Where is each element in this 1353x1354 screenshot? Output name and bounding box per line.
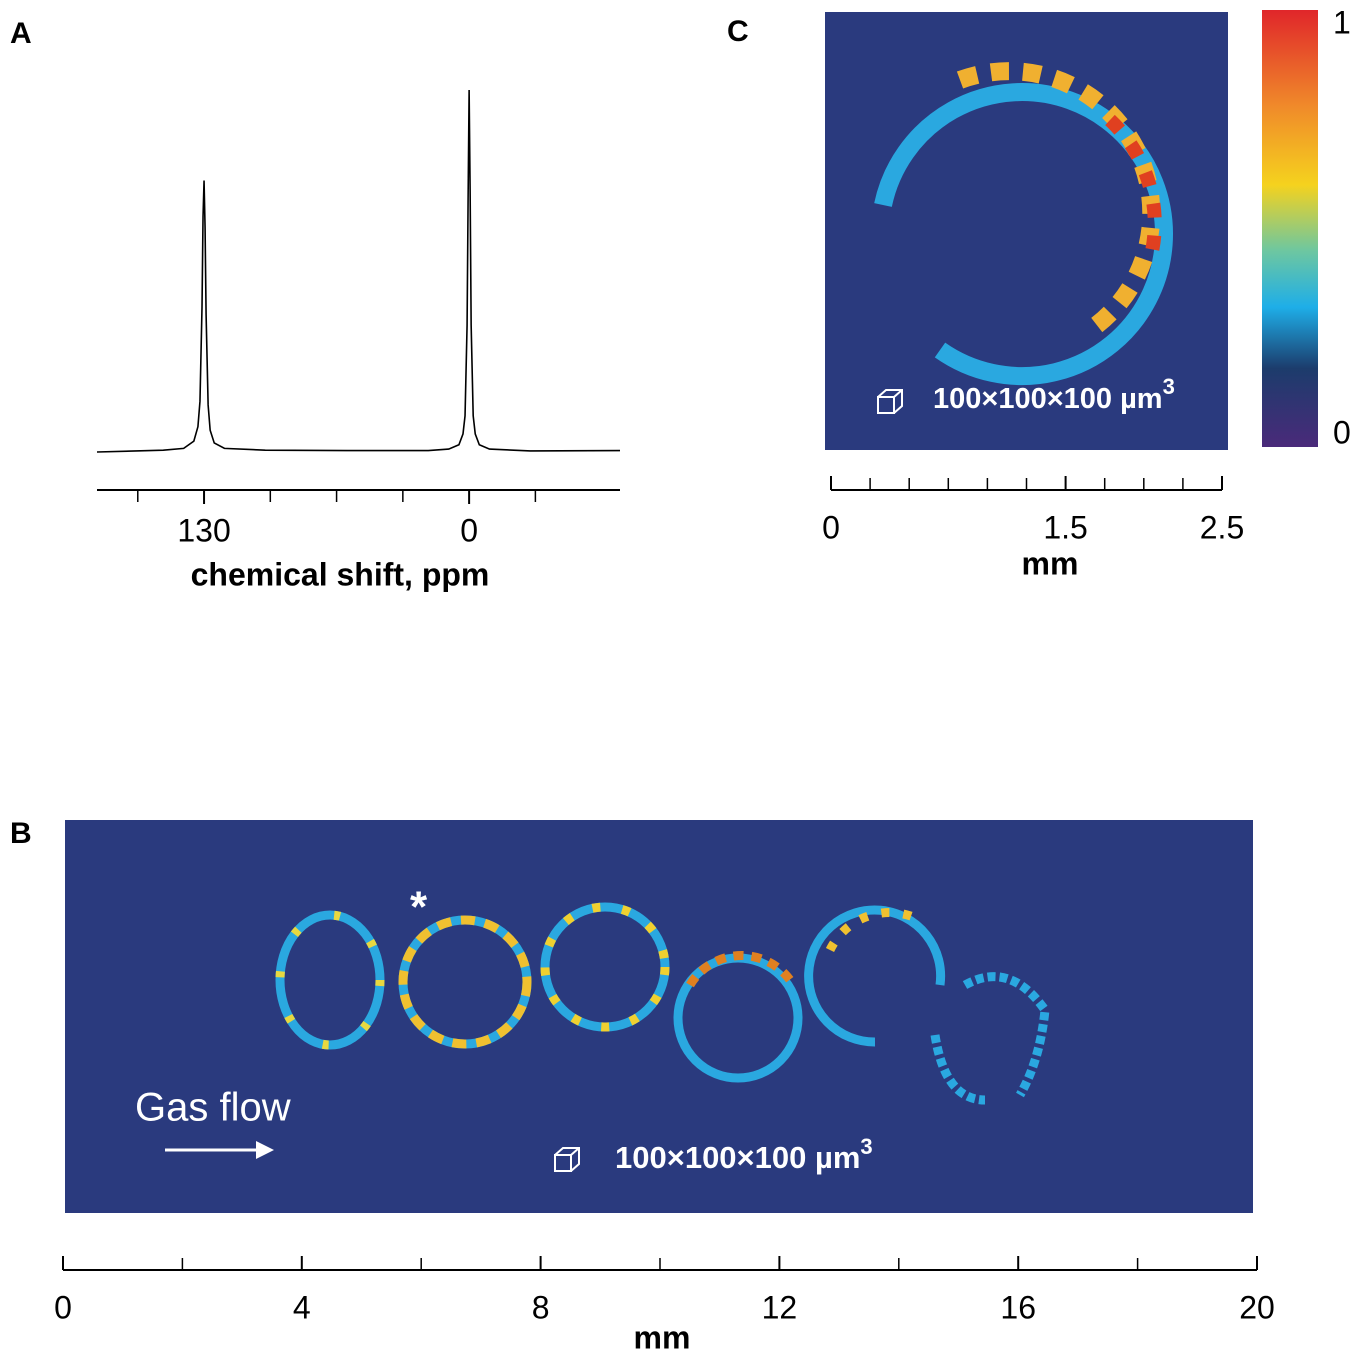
x-axis-label: mm — [1022, 545, 1079, 581]
x-tick-label: 20 — [1239, 1289, 1275, 1325]
panel-label: B — [10, 817, 32, 850]
panel-label: C — [727, 15, 749, 48]
rings — [275, 902, 1050, 1105]
arrow-head — [256, 1141, 274, 1159]
colorbar-tick-label: 1 — [1333, 4, 1351, 40]
x-tick-label: 1.5 — [1043, 509, 1087, 545]
voxel-icon — [877, 389, 903, 414]
voxel-label: 100×100×100 µm3 — [615, 1134, 873, 1175]
x-tick-label: 16 — [1000, 1289, 1036, 1325]
x-tick-label: 0 — [460, 512, 478, 548]
x-tick-label: 2.5 — [1200, 509, 1244, 545]
voxel-icon — [554, 1147, 580, 1172]
x-tick-label: 8 — [532, 1289, 550, 1325]
colorbar-tick-label: 0 — [1333, 414, 1351, 450]
panel-label: A — [10, 17, 32, 50]
x-tick-label: 0 — [822, 509, 840, 545]
x-axis-label: mm — [634, 1319, 691, 1354]
annotation: * — [410, 883, 428, 932]
x-axis-label: chemical shift, ppm — [191, 556, 490, 592]
x-tick-label: 4 — [293, 1289, 311, 1325]
x-tick-label: 0 — [54, 1289, 72, 1325]
voxel-label: 100×100×100 µm3 — [933, 374, 1175, 415]
annotation: Gas flow — [135, 1086, 291, 1130]
colorbar — [1262, 10, 1318, 447]
spectrum-line — [96, 89, 621, 453]
x-tick-label: 12 — [762, 1289, 798, 1325]
ring — [1105, 114, 1162, 262]
x-tick-label: 130 — [177, 512, 230, 548]
